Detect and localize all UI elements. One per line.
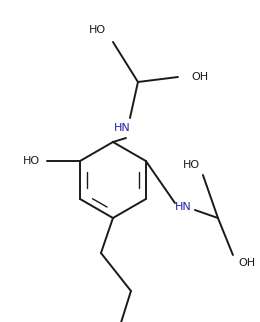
Text: HN: HN bbox=[174, 202, 191, 212]
Text: HO: HO bbox=[183, 160, 200, 170]
Text: OH: OH bbox=[238, 258, 255, 268]
Text: HO: HO bbox=[89, 25, 106, 35]
Text: OH: OH bbox=[191, 72, 208, 82]
Text: HO: HO bbox=[23, 156, 40, 166]
Text: HN: HN bbox=[114, 123, 130, 133]
